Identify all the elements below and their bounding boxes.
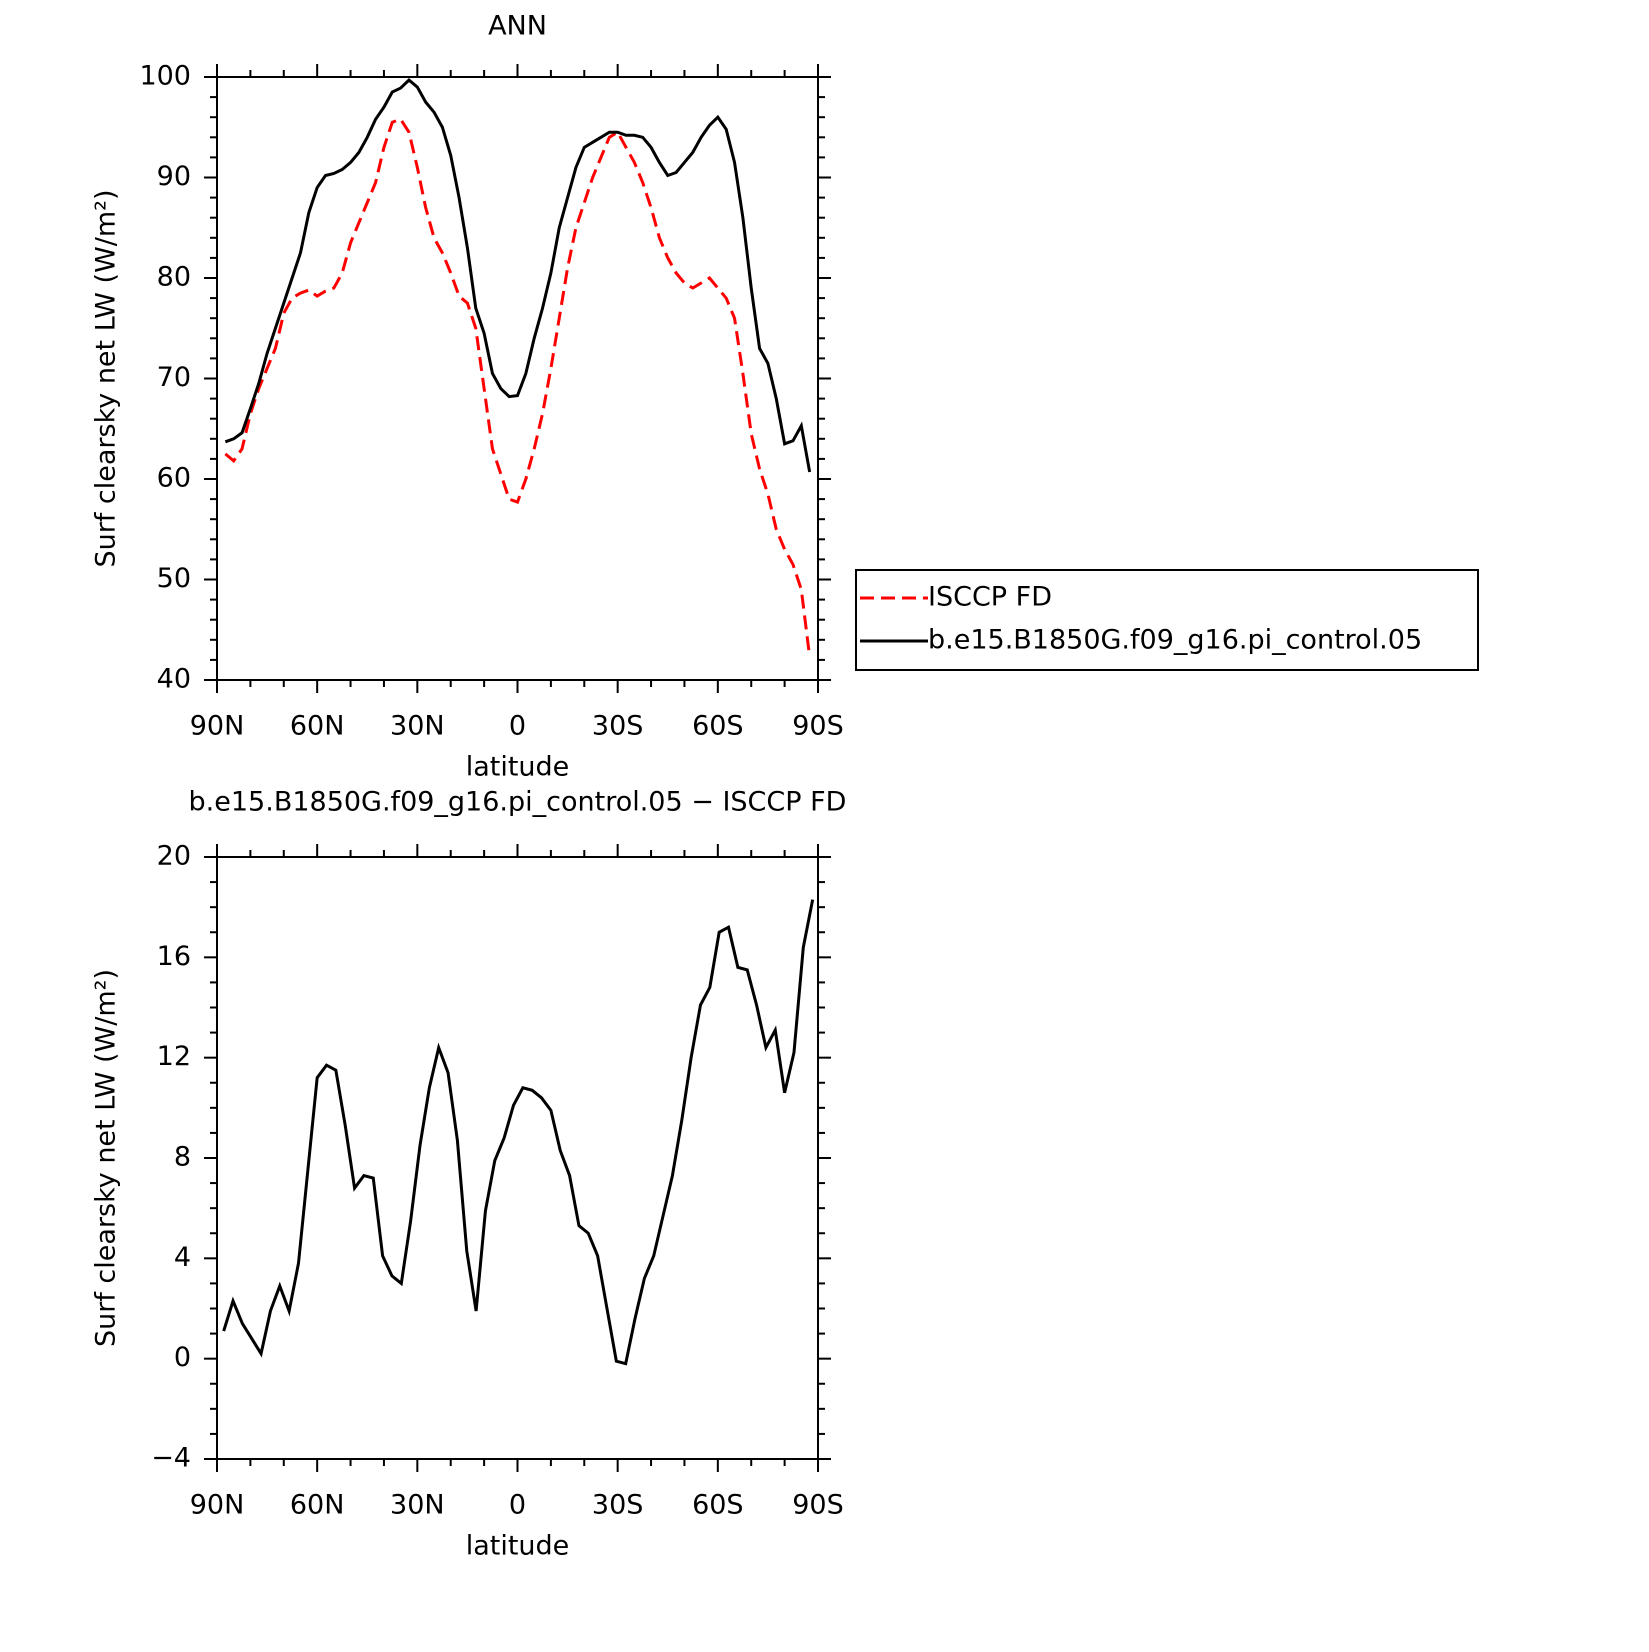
y-tick-label: 80 [157, 262, 191, 293]
x-tick-label: 90S [792, 1490, 844, 1521]
x-tick-label: 30S [592, 711, 644, 742]
legend-box [855, 569, 1479, 671]
y-tick-label: 20 [157, 841, 191, 872]
y-tick-label: 60 [157, 463, 191, 494]
y-tick-label: 0 [174, 1342, 191, 1373]
x-tick-label: 0 [509, 711, 526, 742]
x-tick-label: 90S [792, 711, 844, 742]
plot-frame [216, 856, 819, 1460]
y-tick-label: 16 [157, 941, 191, 972]
y-tick-label: 8 [174, 1142, 191, 1173]
x-tick-label: 30S [592, 1490, 644, 1521]
x-tick-label: 60S [692, 711, 744, 742]
y-tick-label: −4 [151, 1443, 191, 1474]
x-tick-label: 60S [692, 1490, 744, 1521]
x-axis-label: latitude [466, 752, 570, 783]
y-axis-label: Surf clearsky net LW (W/m²) [91, 189, 122, 567]
y-tick-label: 4 [174, 1242, 191, 1273]
y-tick-label: 40 [157, 664, 191, 695]
y-axis-label: Surf clearsky net LW (W/m²) [91, 969, 122, 1347]
y-tick-label: 50 [157, 563, 191, 594]
y-tick-label: 70 [157, 362, 191, 393]
y-tick-label: 90 [157, 161, 191, 192]
y-tick-label: 100 [139, 61, 191, 92]
x-tick-label: 60N [290, 711, 345, 742]
x-tick-label: 90N [190, 1490, 245, 1521]
x-tick-label: 90N [190, 711, 245, 742]
series-line [222, 899, 815, 1366]
chart-title: ANN [488, 11, 547, 42]
legend-label: ISCCP FD [928, 582, 1052, 613]
x-tick-label: 30N [390, 711, 445, 742]
y-tick-label: 12 [157, 1041, 191, 1072]
chart-title: b.e15.B1850G.f09_g16.pi_control.05 − ISC… [189, 787, 847, 818]
plot-frame [216, 76, 819, 681]
x-tick-label: 60N [290, 1490, 345, 1521]
x-tick-label: 30N [390, 1490, 445, 1521]
legend-label: b.e15.B1850G.f09_g16.pi_control.05 [928, 625, 1422, 656]
series-line [224, 77, 812, 473]
x-tick-label: 0 [509, 1490, 526, 1521]
x-axis-label: latitude [466, 1531, 570, 1562]
series-line [224, 117, 812, 658]
